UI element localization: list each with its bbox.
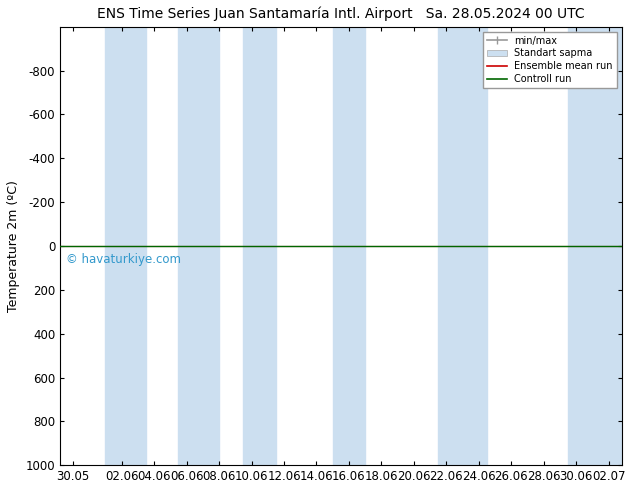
Bar bbox=[333, 27, 365, 465]
Bar bbox=[243, 27, 276, 465]
Title: ENS Time Series Juan Santamaría Intl. Airport   Sa. 28.05.2024 00 UTC: ENS Time Series Juan Santamaría Intl. Ai… bbox=[97, 7, 585, 22]
Text: © havaturkiye.com: © havaturkiye.com bbox=[65, 252, 181, 266]
Bar bbox=[438, 27, 487, 465]
Bar bbox=[105, 27, 146, 465]
Legend: min/max, Standart sapma, Ensemble mean run, Controll run: min/max, Standart sapma, Ensemble mean r… bbox=[483, 32, 617, 88]
Y-axis label: Temperature 2m (ºC): Temperature 2m (ºC) bbox=[7, 180, 20, 312]
Bar bbox=[179, 27, 219, 465]
Bar bbox=[568, 27, 622, 465]
